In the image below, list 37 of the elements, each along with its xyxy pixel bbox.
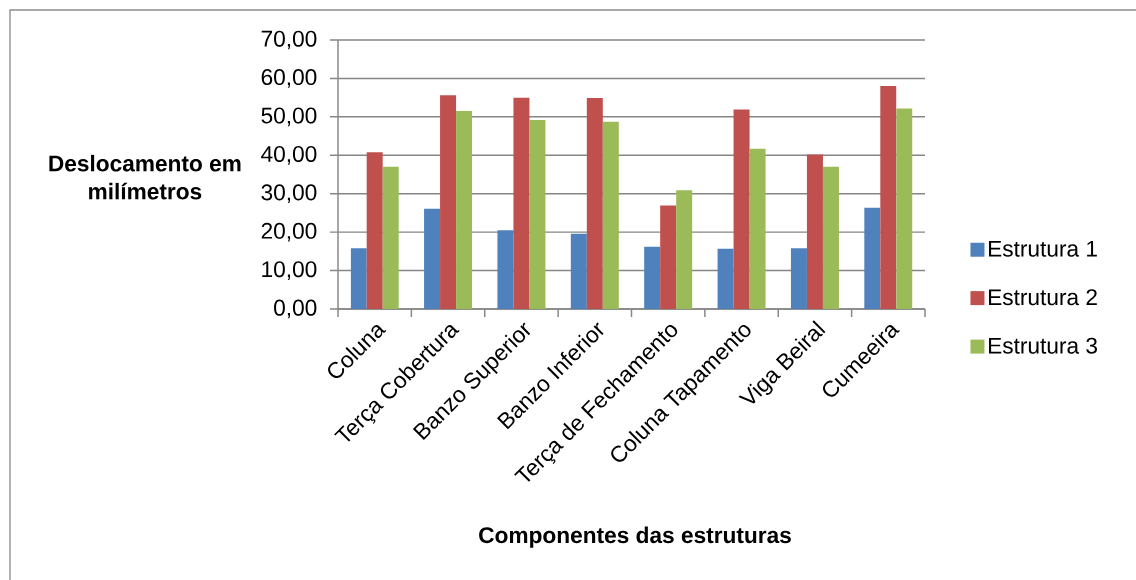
y-tick-label: 10,00 bbox=[262, 261, 317, 280]
bar bbox=[880, 86, 897, 309]
bar bbox=[806, 154, 823, 309]
x-axis-title: Componentes das estruturas bbox=[479, 526, 791, 548]
bar bbox=[660, 205, 677, 309]
bar bbox=[896, 108, 913, 309]
bar bbox=[717, 248, 734, 309]
bar bbox=[366, 152, 383, 309]
legend-label: Estrutura 3 bbox=[988, 337, 1097, 354]
bar bbox=[570, 233, 587, 309]
bar bbox=[644, 246, 661, 309]
bar bbox=[456, 111, 473, 309]
y-tick-label: 40,00 bbox=[261, 145, 317, 165]
bar bbox=[676, 190, 693, 309]
bar bbox=[586, 98, 603, 309]
y-axis-title: Deslocamento em milímetros bbox=[49, 154, 241, 200]
bar bbox=[350, 248, 367, 309]
y-tick-label: 30,00 bbox=[261, 184, 317, 204]
bar bbox=[790, 248, 807, 309]
bar bbox=[733, 109, 750, 309]
legend-label: Estrutura 1 bbox=[988, 240, 1097, 257]
bar bbox=[424, 208, 441, 309]
legend-label: Estrutura 2 bbox=[988, 289, 1097, 306]
bar bbox=[864, 207, 881, 309]
bar bbox=[602, 121, 619, 309]
bar bbox=[749, 148, 766, 309]
bar bbox=[440, 95, 457, 309]
y-tick-label: 50,00 bbox=[261, 107, 317, 127]
bar bbox=[822, 166, 839, 309]
bar bbox=[529, 119, 546, 309]
bar bbox=[497, 230, 514, 309]
y-tick-label: 20,00 bbox=[261, 222, 317, 242]
bar bbox=[513, 97, 530, 309]
y-tick-label: 60,00 bbox=[261, 69, 317, 88]
bar bbox=[382, 166, 399, 309]
y-tick-label: 70,00 bbox=[261, 30, 317, 50]
y-tick-label: 0,00 bbox=[274, 299, 317, 319]
